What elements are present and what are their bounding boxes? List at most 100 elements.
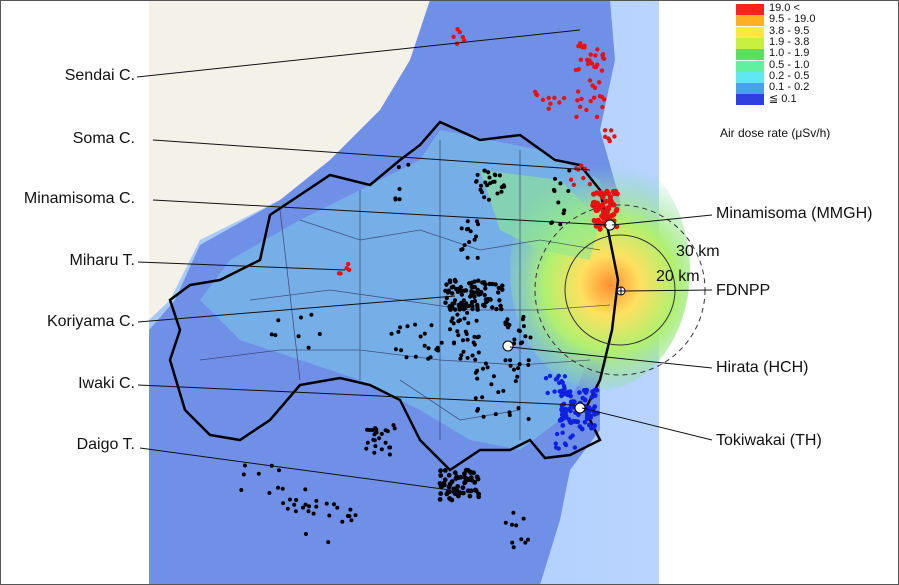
label-30km: 30 km bbox=[676, 243, 720, 260]
survey-point bbox=[383, 428, 388, 433]
survey-point bbox=[551, 187, 556, 192]
survey-point bbox=[476, 407, 480, 411]
survey-point bbox=[499, 189, 504, 194]
survey-point bbox=[458, 318, 462, 323]
legend-swatch bbox=[736, 26, 764, 38]
survey-point bbox=[497, 298, 502, 303]
survey-point-red bbox=[461, 38, 467, 43]
survey-point bbox=[349, 518, 354, 523]
survey-point bbox=[365, 427, 370, 432]
survey-point bbox=[553, 176, 557, 181]
th-marker bbox=[574, 402, 586, 414]
survey-point-red bbox=[604, 205, 610, 211]
survey-point bbox=[459, 226, 464, 231]
survey-point bbox=[487, 197, 491, 202]
legend-swatch bbox=[736, 49, 764, 61]
survey-point bbox=[489, 382, 494, 387]
survey-point-red bbox=[585, 61, 591, 67]
survey-point bbox=[458, 474, 464, 480]
survey-point bbox=[455, 484, 461, 489]
legend-swatch bbox=[736, 15, 764, 27]
survey-point bbox=[475, 476, 481, 482]
survey-point bbox=[483, 286, 488, 291]
label-mmgh: Minamisoma (MMGH) bbox=[716, 205, 873, 222]
survey-point-red bbox=[344, 266, 349, 271]
survey-point-blue bbox=[592, 388, 598, 393]
survey-point bbox=[314, 498, 319, 503]
survey-point bbox=[470, 353, 475, 358]
survey-point bbox=[429, 323, 434, 328]
land-base-map bbox=[149, 0, 430, 320]
survey-point bbox=[438, 484, 444, 490]
survey-point bbox=[521, 516, 526, 521]
survey-point bbox=[442, 477, 448, 483]
survey-point bbox=[307, 504, 311, 509]
survey-point bbox=[243, 463, 247, 468]
survey-point-blue bbox=[586, 409, 592, 415]
legend-label: 0.2 - 0.5 bbox=[769, 69, 810, 82]
survey-point bbox=[317, 332, 322, 336]
survey-point bbox=[472, 487, 478, 493]
survey-point bbox=[449, 497, 455, 503]
survey-point bbox=[306, 345, 311, 350]
survey-point-red bbox=[606, 136, 611, 141]
survey-point bbox=[458, 288, 464, 293]
survey-point-red bbox=[579, 163, 584, 168]
survey-point bbox=[239, 488, 244, 492]
legend-swatch bbox=[736, 71, 764, 83]
survey-point bbox=[389, 331, 394, 336]
survey-point-blue bbox=[568, 393, 573, 399]
survey-point bbox=[474, 234, 479, 239]
survey-point bbox=[455, 329, 460, 334]
survey-point-red bbox=[599, 203, 606, 209]
survey-point bbox=[567, 168, 572, 173]
survey-point-red bbox=[605, 190, 611, 196]
survey-point bbox=[377, 436, 382, 441]
survey-point bbox=[365, 440, 370, 445]
survey-point bbox=[483, 361, 488, 366]
survey-point-blue bbox=[577, 390, 582, 395]
survey-point bbox=[465, 355, 470, 360]
prefecture-outline bbox=[168, 120, 620, 472]
survey-point bbox=[422, 343, 427, 348]
survey-point-blue bbox=[577, 424, 583, 429]
survey-point bbox=[518, 341, 523, 346]
survey-point bbox=[447, 481, 453, 487]
dose-green-band bbox=[480, 170, 600, 260]
survey-point bbox=[373, 430, 378, 435]
survey-point bbox=[481, 414, 486, 419]
survey-point-red bbox=[613, 190, 619, 196]
survey-point bbox=[468, 229, 473, 234]
survey-point bbox=[472, 342, 477, 347]
survey-point bbox=[434, 347, 439, 352]
legend-label: 9.5 - 19.0 bbox=[769, 13, 816, 26]
survey-point bbox=[457, 307, 462, 312]
survey-point bbox=[294, 498, 299, 502]
survey-point bbox=[493, 412, 498, 417]
survey-point-blue bbox=[560, 423, 566, 428]
survey-point-red bbox=[579, 96, 584, 102]
legend-label: 3.8 - 9.5 bbox=[769, 24, 810, 37]
survey-point bbox=[474, 179, 479, 184]
survey-point bbox=[496, 285, 501, 291]
survey-point bbox=[306, 509, 311, 514]
survey-point bbox=[444, 282, 449, 287]
survey-point bbox=[471, 284, 476, 290]
survey-point bbox=[372, 450, 377, 455]
survey-point bbox=[373, 426, 378, 431]
survey-point bbox=[480, 190, 484, 195]
survey-point bbox=[523, 334, 528, 339]
survey-point bbox=[446, 288, 451, 293]
survey-point bbox=[364, 446, 369, 451]
survey-point bbox=[507, 410, 512, 415]
survey-point bbox=[466, 304, 471, 308]
survey-point bbox=[503, 358, 508, 363]
legend-swatch bbox=[736, 83, 764, 95]
survey-point-blue bbox=[553, 441, 558, 446]
survey-point bbox=[526, 363, 531, 367]
survey-point bbox=[494, 306, 499, 312]
survey-point-red bbox=[575, 98, 580, 103]
survey-point bbox=[454, 286, 459, 292]
survey-point bbox=[480, 395, 485, 400]
survey-point-red bbox=[594, 114, 600, 120]
